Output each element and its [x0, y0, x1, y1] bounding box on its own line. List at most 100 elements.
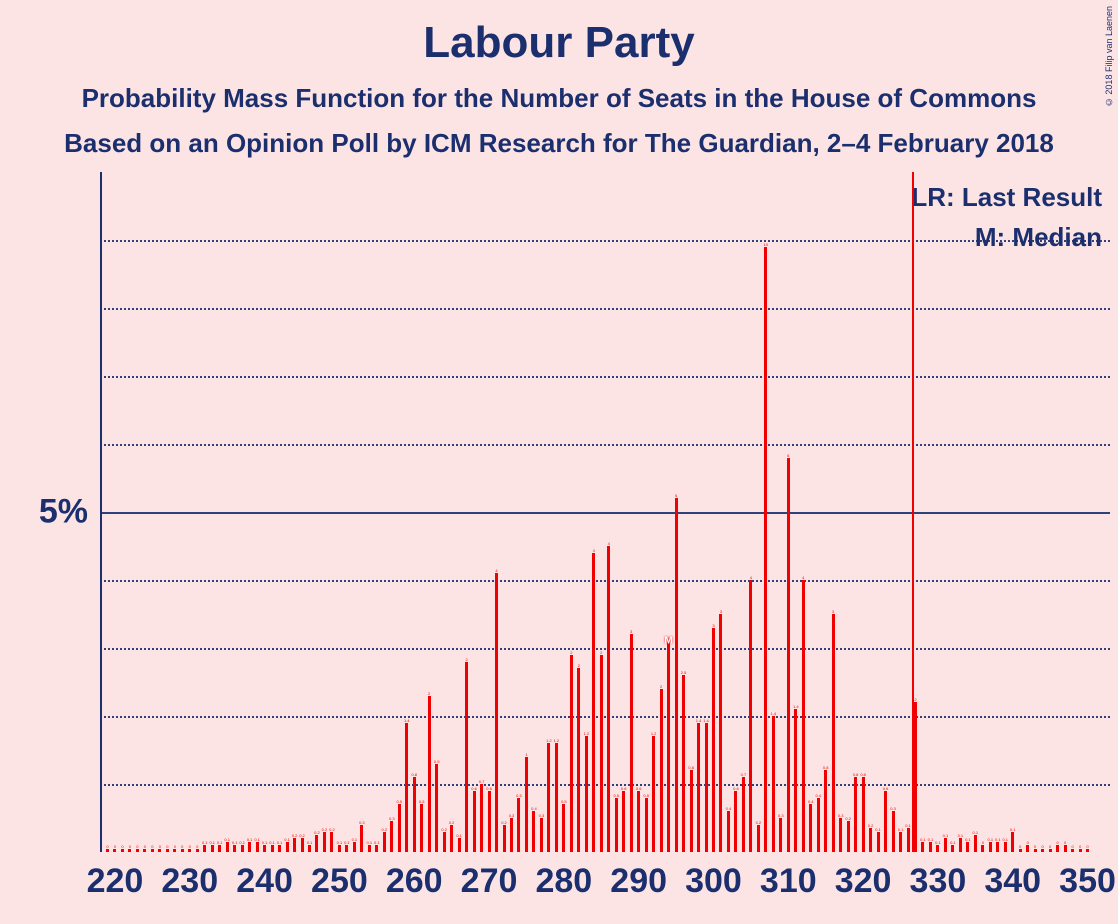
bar: 0 [136, 849, 139, 852]
bar-label: 1 [525, 752, 527, 757]
bar-label: 1.4 [404, 718, 410, 723]
chart-root: Labour Party Probability Mass Function f… [0, 0, 1118, 924]
bar-label: 0.1 [950, 840, 956, 845]
bar: 3 [832, 614, 835, 852]
bar: 0 [196, 849, 199, 852]
bar-label: 0 [144, 844, 146, 849]
bar-label: 0.1 [269, 840, 275, 845]
bar: 0.5 [517, 798, 520, 852]
bar: 0 [113, 849, 116, 852]
bar: 0.2 [869, 828, 872, 852]
bar: 0 [1056, 845, 1059, 852]
bar-label: 0 [114, 844, 116, 849]
bar-label: 0.6 [621, 786, 627, 791]
bar: 0.7 [480, 784, 483, 852]
bar-label: 0.1 [1010, 827, 1016, 832]
bar-label: 0 [1071, 844, 1073, 849]
copyright-text: © 2018 Filip van Laenen [1104, 6, 1114, 107]
bar-label: 4 [608, 541, 610, 546]
bar-label: 0.3 [359, 820, 365, 825]
x-tick-label: 310 [760, 862, 817, 901]
bar: 1.2 [547, 743, 550, 852]
bar-label: 0 [151, 844, 153, 849]
bar: 0 [158, 849, 161, 852]
bar-label: 0.8 [853, 772, 859, 777]
bar: 2 [577, 668, 580, 852]
bar: 0.6 [734, 791, 737, 852]
bar: 0.3 [390, 821, 393, 852]
bar-label: 0.5 [561, 799, 567, 804]
bar: 0.2 [503, 825, 506, 852]
bar-label: 0.1 [875, 827, 881, 832]
bar: 0.1 [944, 838, 947, 852]
bar: 0.2 [323, 832, 326, 852]
bar-label: 0.1 [284, 837, 290, 842]
bar-label: 0 [189, 844, 191, 849]
x-tick-label: 230 [161, 862, 218, 901]
bar: 0.1 [936, 845, 939, 852]
bar: 0 [1034, 849, 1037, 852]
bar-label: 4 [750, 575, 752, 580]
bar-label: 0 [106, 844, 108, 849]
gridline [100, 240, 1110, 242]
bar-label: 2 [578, 663, 580, 668]
bar: 3 [712, 628, 715, 852]
bar-label: 1.4 [793, 704, 799, 709]
bar-label: 1.4 [696, 718, 702, 723]
bar-label: 0.1 [239, 840, 245, 845]
bar: 0 [1041, 849, 1044, 852]
bar-label: 0.1 [367, 840, 373, 845]
x-tick-label: 260 [386, 862, 443, 901]
bar: 0 [106, 849, 109, 852]
bar-label: 0 [166, 844, 168, 849]
bar-label: 0.1 [456, 833, 462, 838]
bar-label: 0 [129, 844, 131, 849]
bar-label: 0.1 [988, 837, 994, 842]
bar: 10 [764, 247, 767, 852]
bar-label: 0.9 [434, 759, 440, 764]
bar: 0.6 [488, 791, 491, 852]
bar: 0.3 [510, 818, 513, 852]
bar-label: 0.8 [860, 772, 866, 777]
bar-label: 0 [1064, 840, 1066, 845]
bar-label: 0.1 [224, 837, 230, 842]
bar-label: 1.2 [546, 738, 552, 743]
y-tick-label: 5% [39, 493, 88, 532]
bar-label: 0 [196, 844, 198, 849]
bar: 0.1 [989, 842, 992, 852]
bar-label: 0.4 [815, 793, 821, 798]
bar-label: 0.4 [808, 799, 814, 804]
bar: 0.3 [892, 811, 895, 852]
bar: 4 [749, 580, 752, 852]
bar-label: 0.1 [352, 837, 358, 842]
bar: 0 [151, 849, 154, 852]
bar-label: 0.1 [920, 837, 926, 842]
median-marker: M [664, 636, 672, 647]
gridline [100, 512, 1110, 514]
bar: 0.5 [645, 798, 648, 852]
bar: 0.1 [203, 845, 206, 852]
bar-label: 2 [600, 650, 602, 655]
bar: 0.7 [742, 777, 745, 852]
bar: 0.1 [338, 845, 341, 852]
bar: 0.9 [435, 764, 438, 852]
bar-label: 0 [1079, 844, 1081, 849]
bar: 0.8 [824, 770, 827, 852]
bar: 0.2 [383, 832, 386, 852]
bar: 0.1 [899, 832, 902, 852]
bar: 0.8 [690, 770, 693, 852]
bar-label: 3 [720, 609, 722, 614]
bar: 0.8 [854, 777, 857, 852]
bar: 4 [495, 573, 498, 852]
x-tick-label: 270 [461, 862, 518, 901]
bar-label: 0.1 [337, 840, 343, 845]
bar-label: 0.3 [389, 816, 395, 821]
bar: 0 [188, 849, 191, 852]
bar-label: 0.2 [329, 827, 335, 832]
bar: 1.4 [794, 709, 797, 852]
bar: 0.3 [360, 825, 363, 852]
bar: 0.2 [757, 825, 760, 852]
bar: 0.1 [1011, 832, 1014, 852]
bar-label: 0.2 [292, 833, 298, 838]
gridline [100, 784, 1110, 786]
